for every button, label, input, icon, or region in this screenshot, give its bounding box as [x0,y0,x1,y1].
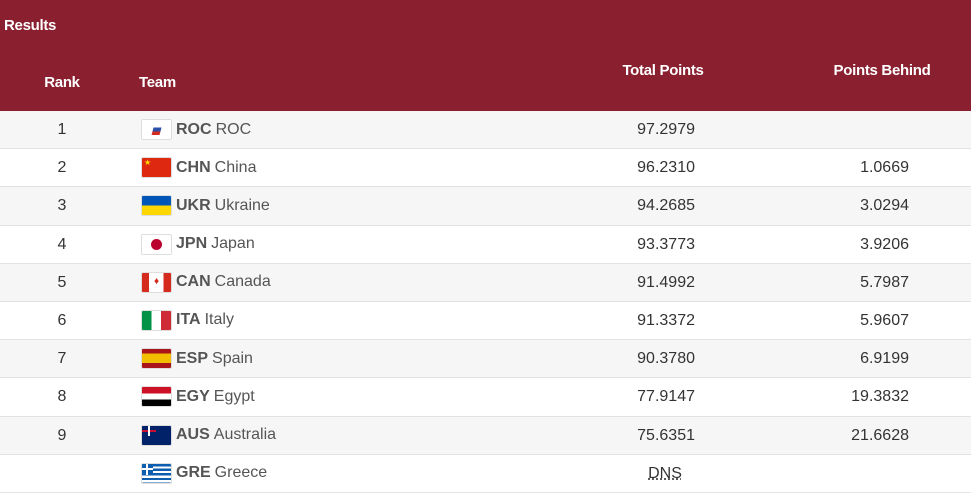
results-table: 1 ROC ROC 97.2979 2 ★ CHN China 96.2310 1.… [0,111,971,493]
rank: 6 [57,311,67,329]
column-team: Team [139,74,176,91]
team-cell: ITA Italy [141,309,234,331]
flag-ukr-icon [141,195,172,217]
results-header: Results Rank Team Total Points Points Be… [0,0,971,111]
column-rank: Rank [44,74,80,91]
flag-jpn-icon [141,233,172,255]
rank: 5 [57,273,67,291]
team-name: Italy [204,311,234,329]
table-row: 5 ♦ CAN Canada 91.4992 5.7987 [0,263,971,302]
rank: 3 [57,197,67,215]
rank: 7 [57,350,67,368]
team-cell: GRE Greece [141,462,268,484]
total-points: 90.3780 [637,350,695,368]
team-code: ESP [176,349,209,367]
points-behind: 19.3832 [851,388,909,406]
team-name: Australia [213,426,277,443]
team-code: EGY [176,387,210,405]
team-name: Greece [214,464,268,482]
table-row: 4 JPN Japan 93.3773 3.9206 [0,226,971,264]
table-row: 9 AUS Australia 75.6351 21.6628 [0,416,971,455]
total-points: 96.2310 [637,159,695,177]
team-code: UKR [176,196,211,214]
total-points: 77.9147 [637,388,695,406]
results-title: Results [4,17,57,34]
table-row: 3 UKR Ukraine 94.2685 3.0294 [0,187,971,226]
table-row: 1 ROC ROC 97.2979 [0,111,971,150]
team-name: ROC [215,120,252,138]
flag-egy-icon [141,386,172,408]
flag-can-icon: ♦ [141,271,172,293]
rank: 4 [57,235,67,253]
total-points: 97.2979 [637,121,695,138]
team-name: Canada [214,273,271,291]
team-cell: ♦ CAN Canada [141,271,271,293]
team-name: Spain [212,349,253,367]
flag-aus-icon [141,424,172,446]
points-behind: 5.7987 [860,273,909,291]
flag-roc-icon [141,119,172,140]
points-behind: 3.0294 [860,197,909,215]
points-behind: 21.6628 [851,426,909,444]
team-name: China [214,158,257,176]
team-cell: UKR Ukraine [141,195,270,217]
flag-gre-icon [141,462,172,484]
points-behind: 1.0669 [860,159,909,177]
table-row: 7 ESP Spain 90.3780 6.9199 [0,340,971,379]
team-code: GRE [176,464,211,482]
flag-ita-icon [141,309,172,331]
table-row: GRE Greece DNS [0,455,971,493]
team-cell: AUS Australia [141,424,277,446]
table-row: 8 EGY Egypt 77.9147 19.3832 [0,378,971,417]
team-cell: ★ CHN China [141,157,257,179]
flag-esp-icon [141,348,172,370]
total-points[interactable]: DNS [648,464,682,482]
team-code: ITA [176,311,201,329]
table-row: 2 ★ CHN China 96.2310 1.0669 [0,149,971,188]
team-cell: JPN Japan [141,233,255,255]
team-code: JPN [176,235,208,253]
team-cell: EGY Egypt [141,386,255,408]
team-code: CAN [176,273,211,291]
team-name: Japan [211,235,255,253]
rank: 8 [57,388,67,406]
team-cell: ESP Spain [141,348,253,370]
flag-chn-icon: ★ [141,157,172,179]
total-points: 91.4992 [637,273,695,291]
rank: 2 [57,159,67,177]
team-cell: ROC ROC [141,119,251,140]
team-name: Ukraine [214,196,270,214]
total-points: 93.3773 [637,235,695,253]
team-code: ROC [176,120,212,138]
total-points: 94.2685 [637,197,695,215]
table-row: 6 ITA Italy 91.3372 5.9607 [0,302,971,341]
points-behind: 6.9199 [860,350,909,368]
column-points-behind: Points Behind [833,62,931,79]
total-points: 75.6351 [637,426,695,444]
rank: 9 [57,426,67,444]
total-points: 91.3372 [637,311,695,329]
team-code: AUS [176,426,210,443]
points-behind: 5.9607 [860,311,909,329]
points-behind: 3.9206 [860,235,909,253]
team-name: Egypt [213,387,255,405]
team-code: CHN [176,158,211,176]
column-total-points: Total Points [622,62,704,79]
rank: 1 [57,121,67,138]
